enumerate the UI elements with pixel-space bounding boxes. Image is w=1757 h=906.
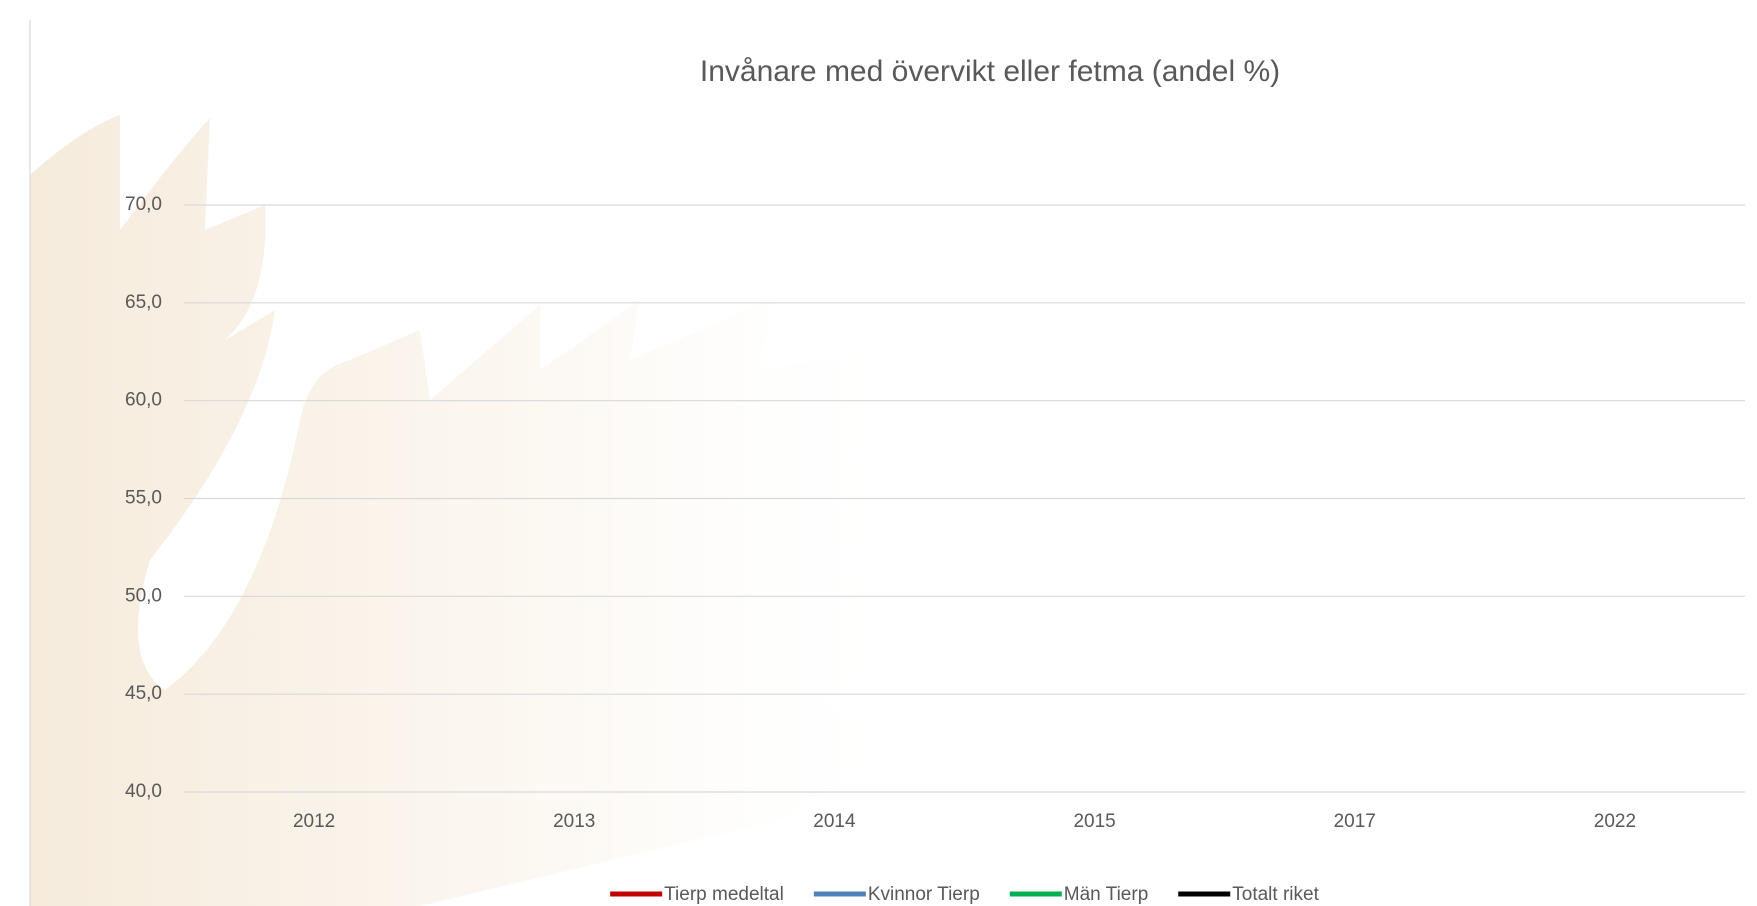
page: Invånare med övervikt eller fetma (andel… <box>0 0 1757 906</box>
x-tick-label: 2015 <box>1073 811 1115 832</box>
x-tick-label: 2022 <box>1594 811 1636 832</box>
background-decoration <box>30 115 930 906</box>
y-tick-label: 60,0 <box>125 390 162 411</box>
y-tick-label: 65,0 <box>125 292 162 313</box>
legend-label: Kvinnor Tierp <box>868 884 980 905</box>
y-tick-label: 55,0 <box>125 488 162 509</box>
y-tick-label: 50,0 <box>125 585 162 606</box>
x-tick-label: 2014 <box>813 811 856 832</box>
legend-label: Tierp medeltal <box>664 884 784 905</box>
y-tick-label: 70,0 <box>125 194 162 215</box>
chart-title: Invånare med övervikt eller fetma (andel… <box>700 55 1280 88</box>
y-tick-label: 40,0 <box>125 781 162 802</box>
x-tick-label: 2017 <box>1334 811 1376 832</box>
legend-label: Män Tierp <box>1064 884 1148 905</box>
x-tick-label: 2013 <box>553 811 595 832</box>
legend-label: Totalt riket <box>1232 884 1319 905</box>
legend: Tierp medeltal Kvinnor Tierp Män Tierp Tota… <box>610 884 1319 905</box>
y-tick-label: 45,0 <box>125 683 162 704</box>
x-tick-label: 2012 <box>293 811 335 832</box>
chart: Invånare med övervikt eller fetma (andel… <box>0 0 1757 906</box>
